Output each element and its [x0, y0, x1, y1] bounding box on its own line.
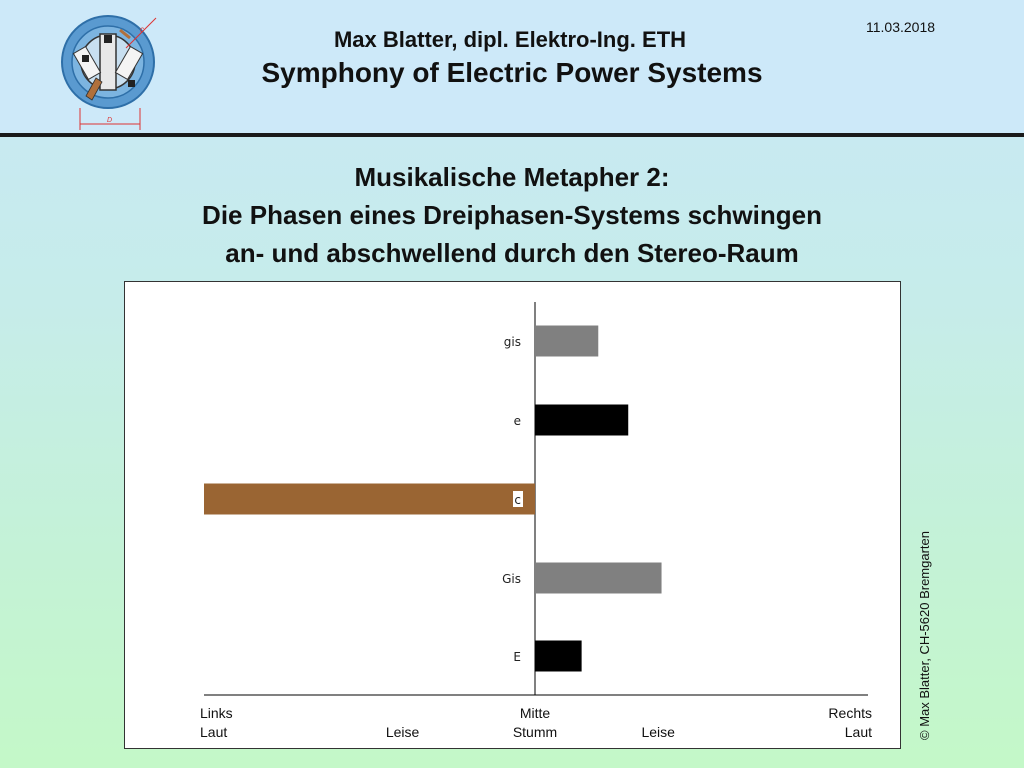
- chart-canvas: gis e c Gis E Links Laut Leise Mitte Stumm Leise Re…: [200, 302, 872, 740]
- x-tick-label: Stumm: [513, 724, 557, 740]
- slide-date: 11.03.2018: [866, 19, 936, 35]
- category-label-E: E: [513, 650, 521, 664]
- slide-header: c D 11.03.2018 Max Blatter, dipl. Elektr…: [0, 0, 1024, 137]
- stereo-balance-chart: gis e c Gis E Links Laut Leise Mitte Stumm Leise Re…: [124, 281, 901, 749]
- x-tick-label: Links: [200, 705, 233, 721]
- slide-title: Musikalische Metapher 2: Die Phasen eine…: [0, 158, 1024, 272]
- x-tick-label: Rechts: [828, 705, 872, 721]
- category-label-e: e: [514, 414, 521, 428]
- category-label-Gis: Gis: [502, 572, 521, 586]
- svg-text:D: D: [107, 117, 112, 124]
- bar-Gis: [535, 562, 662, 594]
- category-label-background: [513, 491, 523, 507]
- x-tick-label: Mitte: [520, 705, 551, 721]
- presentation-subject: Symphony of Electric Power Systems: [261, 57, 763, 88]
- svg-text:c: c: [140, 25, 144, 34]
- generator-cross-section-logo: c D: [61, 15, 157, 130]
- bar-c: [204, 483, 535, 515]
- bar-gis: [535, 325, 599, 357]
- category-label-c: c: [514, 493, 521, 507]
- copyright-notice: © Max Blatter, CH-5620 Bremgarten: [917, 531, 932, 740]
- category-label-gis: gis: [504, 335, 521, 349]
- x-tick-label: Leise: [641, 724, 675, 740]
- x-tick-label: Laut: [200, 724, 227, 740]
- x-tick-label: Laut: [845, 724, 872, 740]
- author-line: Max Blatter, dipl. Elektro-Ing. ETH: [333, 27, 687, 52]
- bar-e: [535, 404, 629, 436]
- slide-title-line: Die Phasen eines Dreiphasen-Systems schw…: [202, 200, 822, 230]
- slide-title-line: Musikalische Metapher 2:: [354, 162, 670, 192]
- slide-title-line: an- und abschwellend durch den Stereo-Ra…: [225, 238, 799, 268]
- x-tick-label: Leise: [386, 724, 420, 740]
- bar-E: [535, 640, 582, 672]
